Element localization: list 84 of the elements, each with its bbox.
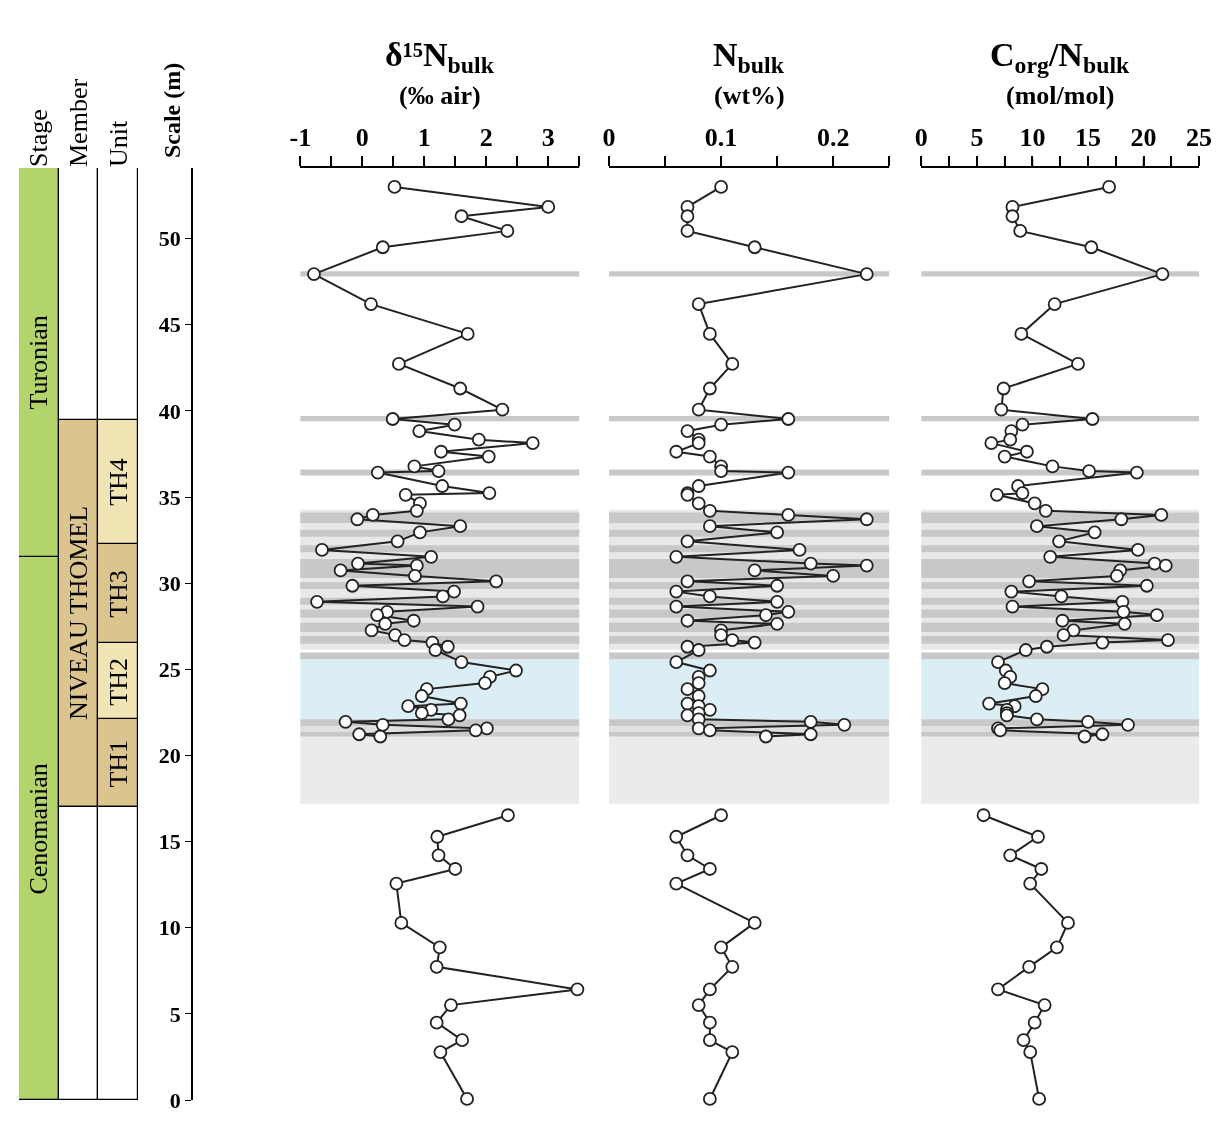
x-tick-label: 5 <box>970 122 984 152</box>
point <box>431 848 446 863</box>
point <box>1031 829 1045 844</box>
x-tick-label: 3 <box>541 122 555 152</box>
point <box>991 982 1005 997</box>
point <box>702 1092 717 1106</box>
y-tick-label: 45 <box>158 312 181 338</box>
point <box>702 862 717 876</box>
y-tick-label: 35 <box>158 484 181 510</box>
x-axis-title: (wt%) <box>714 81 785 110</box>
point <box>702 1033 717 1048</box>
point <box>714 808 728 823</box>
x-tick-label: Stage <box>24 109 54 167</box>
point <box>389 876 404 891</box>
y-tick-label: 40 <box>158 398 181 424</box>
x-tick-label: 20 <box>1130 122 1157 152</box>
point <box>1061 916 1075 930</box>
chart-title: δ¹⁵N$_{bulk}$ <box>385 36 495 79</box>
y-tick-label: 25 <box>158 657 181 683</box>
point <box>570 982 585 997</box>
point <box>432 940 447 955</box>
point <box>460 1092 474 1106</box>
annotation: Turonian <box>24 315 54 410</box>
annotation: TH1 <box>104 739 134 788</box>
point <box>433 1045 448 1059</box>
y-axis-title: Scale (m) <box>159 62 186 159</box>
y-tick-label: 15 <box>158 829 181 855</box>
point <box>669 829 684 844</box>
point <box>1049 940 1064 955</box>
x-tick-label: -1 <box>289 122 312 152</box>
point <box>1016 1033 1031 1048</box>
point <box>669 876 684 891</box>
point <box>725 959 740 974</box>
annotation: Cenomanian <box>24 763 54 895</box>
y-tick-label: 10 <box>158 915 181 941</box>
y-tick-label: 20 <box>158 743 181 769</box>
point <box>501 808 515 823</box>
y-tick-label: 30 <box>158 570 181 596</box>
point <box>1032 1092 1046 1106</box>
point <box>1003 848 1018 863</box>
annotation: TH3 <box>103 570 133 618</box>
annotation: TH4 <box>103 458 133 506</box>
x-tick-label: 0.1 <box>704 122 738 152</box>
y-tick-label: 5 <box>169 1001 181 1027</box>
point <box>680 848 695 863</box>
point <box>448 862 463 876</box>
y-tick-label: 50 <box>158 226 181 252</box>
point <box>725 1045 740 1059</box>
point <box>702 982 717 997</box>
x-tick-label: Unit <box>103 120 133 167</box>
x-tick-label: Member <box>64 78 94 167</box>
x-tick-label: 0 <box>914 122 928 152</box>
x-tick-label: 0.2 <box>816 122 850 152</box>
chart-title: N$_{bulk}$ <box>713 36 785 79</box>
point <box>455 1033 469 1048</box>
x-axis-title: (mol/mol) <box>1006 81 1115 110</box>
point <box>1027 1015 1042 1030</box>
point <box>429 1015 444 1030</box>
point <box>691 998 706 1012</box>
x-tick-label: 10 <box>1019 122 1046 152</box>
point <box>1022 959 1036 974</box>
point <box>1023 876 1038 891</box>
x-tick-label: 15 <box>1074 122 1101 152</box>
point <box>714 940 728 955</box>
point <box>1034 862 1049 876</box>
point <box>430 829 445 844</box>
point <box>394 916 409 930</box>
point <box>1023 1045 1038 1059</box>
point <box>747 916 762 930</box>
x-tick-label: 1 <box>417 122 431 152</box>
annotation: NIVEAU THOMEL <box>64 505 94 720</box>
point <box>976 808 991 823</box>
x-tick-label: 0 <box>602 122 616 152</box>
point <box>444 998 458 1012</box>
point <box>702 1015 717 1030</box>
point <box>429 959 444 974</box>
annotation: TH2 <box>103 658 133 706</box>
x-axis-title: (‰ air) <box>399 81 481 110</box>
y-tick-label: 0 <box>169 1087 181 1113</box>
x-tick-label: 2 <box>479 122 493 152</box>
chart-title: C$_{org}$/N$_{bulk}$ <box>990 36 1130 79</box>
x-tick-label: 0 <box>355 122 369 152</box>
x-tick-label: 25 <box>1186 122 1213 152</box>
point <box>1037 998 1052 1012</box>
